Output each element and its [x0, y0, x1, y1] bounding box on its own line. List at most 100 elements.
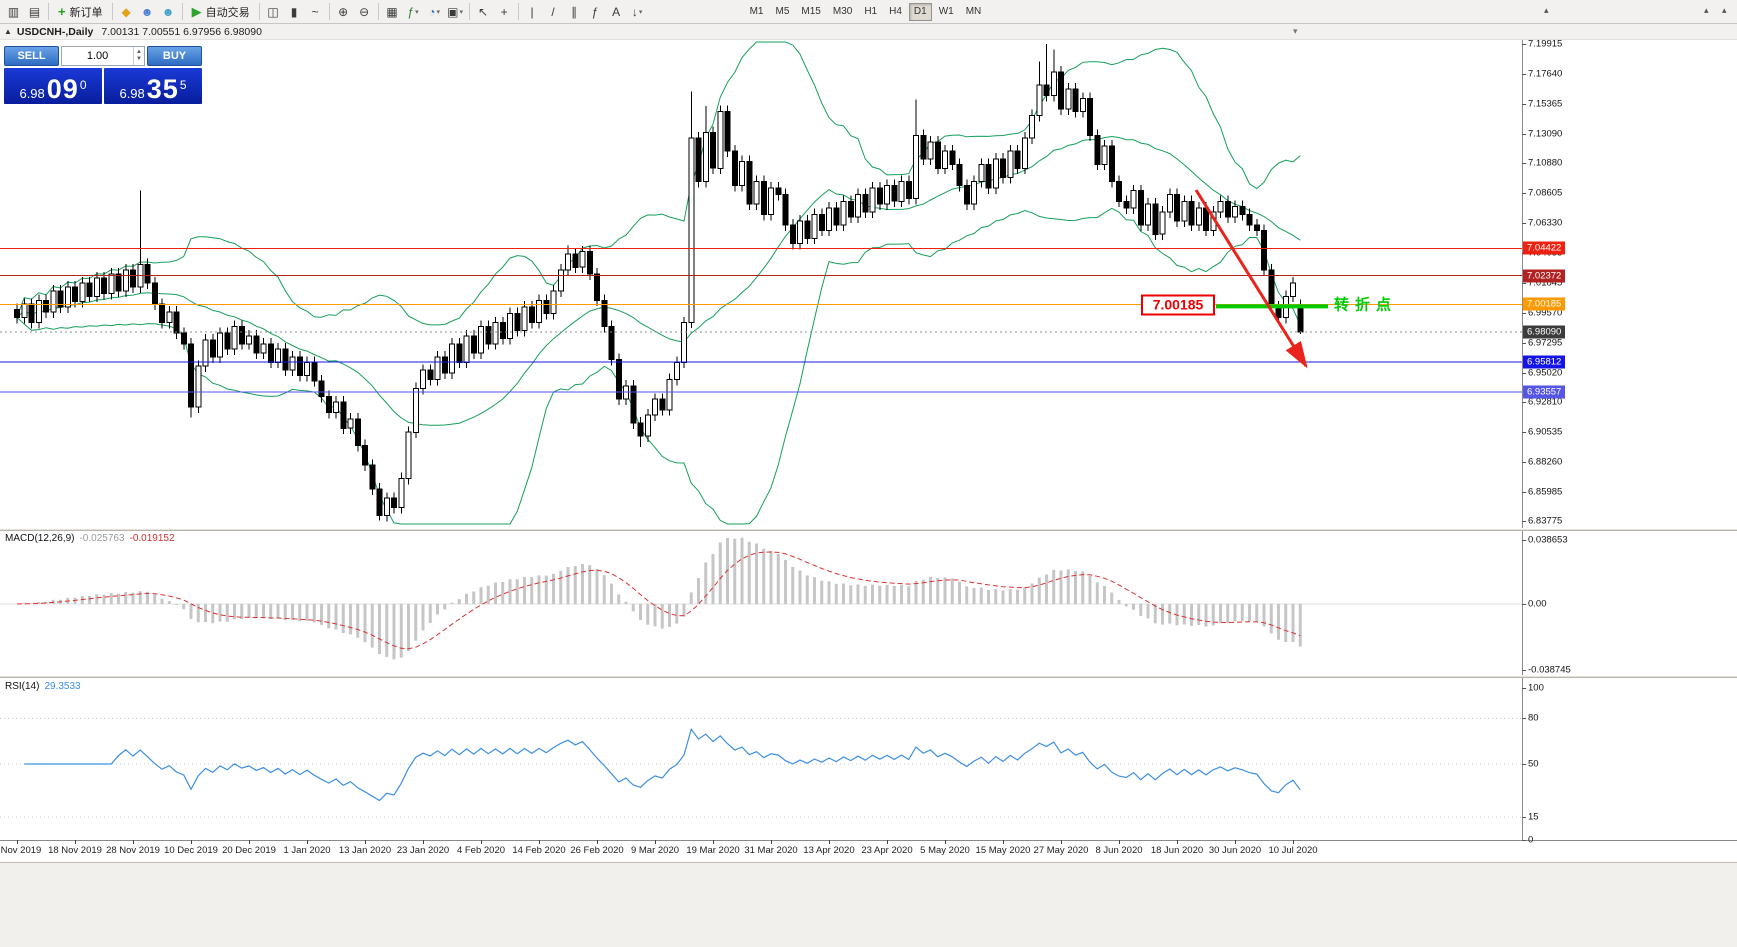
bid-price-sup: 0: [79, 78, 87, 92]
turning-point-label: 转折点: [1334, 296, 1398, 314]
timeframe-m5[interactable]: M5: [775, 6, 790, 17]
volume-up-icon[interactable]: ▲: [136, 49, 142, 55]
line-chart-icon[interactable]: ~: [311, 4, 319, 19]
price-axis-tick-label: 6.92810: [1528, 396, 1563, 408]
timeframe-w1[interactable]: W1: [938, 6, 954, 17]
price-axis-tick-label: 6.95020: [1528, 367, 1563, 379]
date-axis-label: 18 Jun 2020: [1150, 845, 1204, 856]
tile-windows-icon[interactable]: ▦: [386, 4, 398, 19]
ask-price-sup: 5: [179, 78, 187, 92]
zoom-out-icon[interactable]: ⊖: [359, 4, 370, 19]
fibonacci-icon[interactable]: ƒ: [591, 4, 599, 19]
price-axis-tick-mark: [1522, 74, 1526, 75]
buy-button[interactable]: BUY: [147, 46, 202, 66]
timeframe-m15[interactable]: M15: [801, 6, 821, 17]
autotrading-button[interactable]: ▶ 自动交易: [186, 2, 256, 22]
date-axis-tick-mark: [655, 840, 656, 844]
date-axis-strip[interactable]: [0, 840, 1737, 862]
text-icon[interactable]: A: [612, 4, 621, 19]
window-bottom-area: [0, 862, 1737, 947]
new-chart-icon[interactable]: ▥: [7, 4, 20, 19]
trendline-icon[interactable]: /: [551, 4, 555, 19]
timeframe-d1[interactable]: D1: [908, 2, 932, 21]
date-axis-tick-mark: [1293, 840, 1294, 844]
date-axis-label: 19 Mar 2020: [686, 845, 740, 856]
equidistant-channel-icon[interactable]: ∥: [571, 4, 578, 19]
rsi-pane[interactable]: [0, 678, 1522, 840]
periods-icon[interactable]: ◔ ▾: [428, 4, 440, 19]
candlestick-chart-icon[interactable]: ▮: [290, 4, 298, 19]
price-axis-tick-label: 6.85985: [1528, 486, 1563, 498]
timeframe-m1[interactable]: M1: [749, 6, 764, 17]
timeframe-m30[interactable]: M30: [832, 6, 853, 17]
cursor-icon[interactable]: ↖: [478, 4, 489, 19]
pane-separator[interactable]: [0, 528, 1737, 531]
dropdown-caret-icon: ▾: [415, 8, 419, 16]
chart-scroll-marker-icon[interactable]: ▾: [1293, 26, 1298, 36]
price-axis-tick-label: 7.10880: [1528, 157, 1563, 169]
date-axis-label: 31 Mar 2020: [744, 845, 798, 856]
toolbar-separator: [181, 3, 183, 20]
community-icon[interactable]: ☻: [140, 4, 154, 19]
indicators-icon[interactable]: ƒ ▾: [407, 4, 419, 19]
date-axis-label: 10 Jul 2020: [1268, 845, 1318, 856]
chart-collapse-icon[interactable]: ▲: [4, 27, 12, 36]
price-axis-tick-mark: [1522, 401, 1526, 403]
new-order-button-label: 新订单: [69, 6, 103, 19]
timeframe-h4[interactable]: H4: [889, 6, 902, 17]
bid-price-display[interactable]: 6.98 09 0: [4, 68, 102, 104]
pane-separator[interactable]: [0, 675, 1737, 678]
date-axis-tick-mark: [75, 840, 76, 844]
timeframe-mn[interactable]: MN: [965, 6, 982, 17]
chart-title-strip: ▲ USDCNH-,Daily 7.00131 7.00551 6.97956 …: [0, 24, 1737, 40]
rsi-axis-tick-mark: [1522, 764, 1526, 765]
toolbar-overflow-chevron-icon[interactable]: ▴: [1544, 5, 1549, 15]
macd-axis-tick-mark: [1522, 604, 1526, 605]
dropdown-caret-icon: ▾: [638, 8, 643, 16]
date-axis-label: 26 Feb 2020: [570, 845, 624, 856]
price-axis-column[interactable]: [1522, 24, 1737, 862]
price-axis-tick-mark: [1522, 223, 1526, 225]
templates-icon[interactable]: ▣ ▾: [447, 4, 464, 19]
volume-down-icon[interactable]: ▼: [136, 56, 142, 62]
date-axis-label: 13 Apr 2020: [803, 845, 855, 856]
date-axis-tick-mark: [887, 840, 888, 844]
volume-input[interactable]: [62, 47, 134, 65]
bid-price-small: 6.98: [19, 86, 45, 101]
ask-price-display[interactable]: 6.98 35 5: [104, 68, 202, 104]
volume-spinner: ▲ ▼: [133, 47, 144, 65]
sell-button[interactable]: SELL: [4, 46, 59, 66]
rsi-axis-label: 0: [1528, 834, 1534, 846]
date-axis-label: 27 May 2020: [1033, 845, 1089, 856]
arrows-icon[interactable]: ↓ ▾: [631, 4, 643, 19]
bid-price-big: 09: [46, 74, 79, 104]
vertical-line-icon[interactable]: |: [530, 4, 534, 19]
zoom-in-icon[interactable]: ⊕: [338, 4, 349, 19]
date-axis-label: 1 Jan 2020: [283, 845, 331, 856]
price-axis-tick-label: 7.01845: [1528, 277, 1563, 288]
rsi-axis-label: 15: [1528, 811, 1539, 823]
market-icon[interactable]: ☻: [161, 4, 175, 19]
rsi-value: 29.3533: [44, 681, 81, 692]
date-axis-tick-mark: [423, 840, 424, 844]
new-order-button[interactable]: + 新订单: [52, 2, 109, 22]
metaquotes-icon[interactable]: ◆: [121, 4, 131, 19]
timeframe-h1[interactable]: H1: [864, 6, 878, 17]
date-axis-label: 10 Dec 2019: [164, 845, 218, 856]
main-price-pane[interactable]: [0, 40, 1522, 528]
date-axis-tick-mark: [713, 840, 714, 844]
macd-main-value: -0.025763: [79, 533, 125, 544]
toolbar-separator: [377, 3, 379, 20]
bar-chart-icon[interactable]: ◫: [267, 4, 279, 19]
price-axis-tick-mark: [1522, 193, 1526, 195]
macd-pane[interactable]: [0, 531, 1522, 675]
toolbar-chevron-icon[interactable]: ▴: [1704, 5, 1709, 15]
new-order-icon: +: [58, 4, 66, 19]
profiles-icon[interactable]: ▤: [28, 4, 41, 19]
crosshair-icon[interactable]: +: [500, 4, 508, 19]
price-axis-tick-mark: [1522, 163, 1526, 165]
toolbar-collapse-chevron-icon[interactable]: ▴: [1722, 5, 1727, 15]
date-axis-tick-mark: [945, 840, 946, 844]
macd-axis-label: 0.00: [1528, 598, 1547, 610]
